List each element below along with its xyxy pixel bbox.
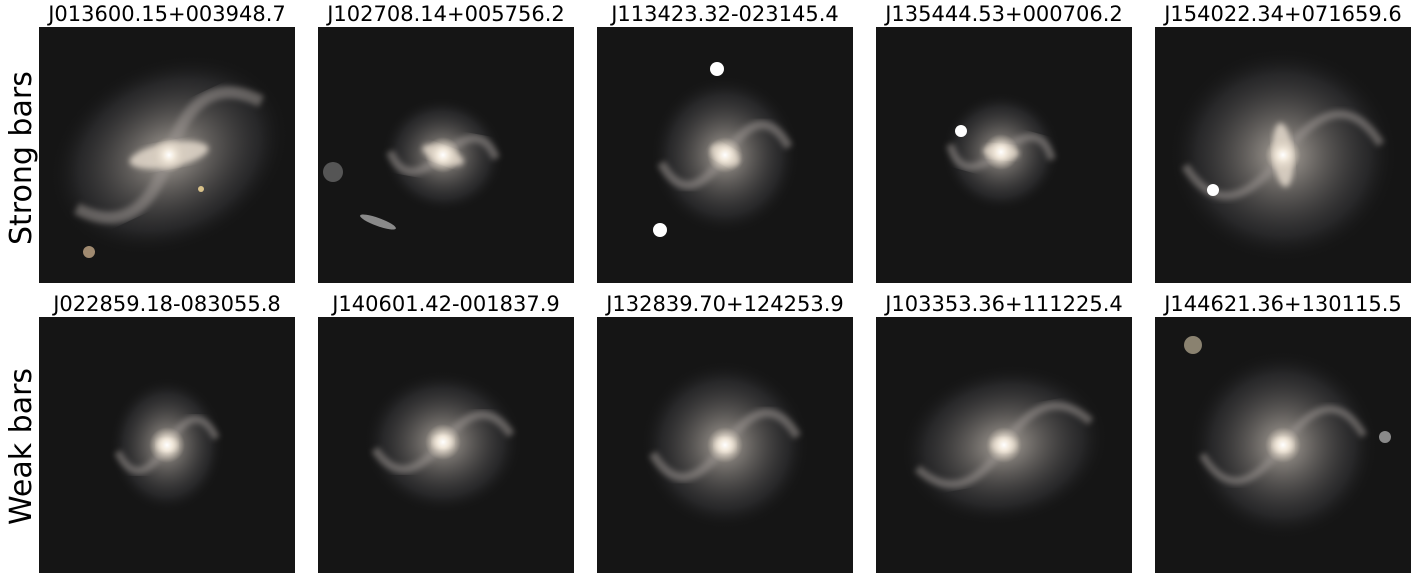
- galaxy-image: [597, 317, 853, 573]
- galaxy-image: [876, 317, 1132, 573]
- row-label-weak-bars: Weak bars: [4, 367, 39, 525]
- galaxy-title: J144621.36+130115.5: [1164, 292, 1402, 316]
- row-label-strong-bars: Strong bars: [4, 71, 39, 245]
- galaxy-title: J013600.15+003948.7: [48, 2, 286, 26]
- galaxy-title: J022859.18-083055.8: [53, 292, 281, 316]
- galaxy-image: [39, 317, 295, 573]
- galaxy-title: J154022.34+071659.6: [1164, 2, 1402, 26]
- galaxy-title: J140601.42-001837.9: [332, 292, 560, 316]
- galaxy-title: J102708.14+005756.2: [327, 2, 565, 26]
- galaxy-image: [1155, 317, 1411, 573]
- galaxy-image: [1155, 27, 1411, 283]
- galaxy-image: [876, 27, 1132, 283]
- galaxy-image: [39, 27, 295, 283]
- galaxy-title: J103353.36+111225.4: [885, 292, 1123, 316]
- galaxy-title: J113423.32-023145.4: [611, 2, 839, 26]
- galaxy-title: J132839.70+124253.9: [606, 292, 844, 316]
- galaxy-image: [318, 27, 574, 283]
- galaxy-image: [318, 317, 574, 573]
- galaxy-image: [597, 27, 853, 283]
- galaxy-title: J135444.53+000706.2: [885, 2, 1123, 26]
